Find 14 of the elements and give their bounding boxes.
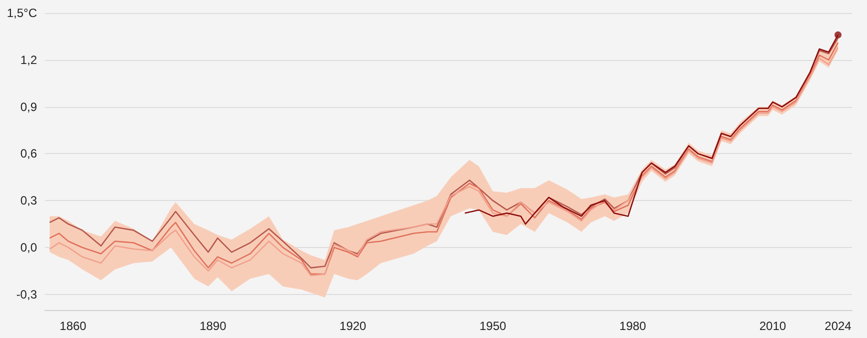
y-tick-label: 0,6 <box>20 146 38 161</box>
y-tick-label: 0,9 <box>20 100 38 114</box>
x-tick-label: 1980 <box>619 319 646 333</box>
x-tick-label: 1920 <box>340 319 367 333</box>
x-tick-label: 2024 <box>824 319 852 333</box>
y-tick-label: 1,2 <box>20 52 38 67</box>
y-tick-label: 0,3 <box>20 194 38 208</box>
y-tick-label: 0,0 <box>20 240 38 254</box>
x-tick-label: 1890 <box>200 319 227 333</box>
x-tick-label: 1860 <box>60 319 87 333</box>
x-tick-label: 1950 <box>479 319 506 333</box>
x-tick-label: 2010 <box>759 319 786 333</box>
y-tick-label: 1,5°C <box>6 6 38 20</box>
y-tick-label: -0,3 <box>16 287 38 302</box>
